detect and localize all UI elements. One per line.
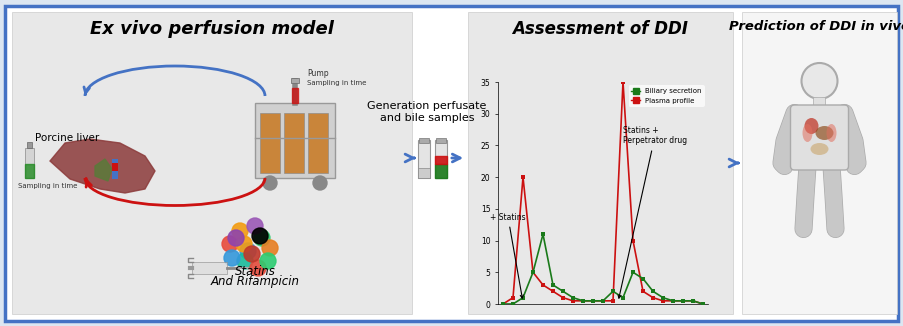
Text: Assessment of DDI: Assessment of DDI [512, 20, 688, 38]
FancyBboxPatch shape [12, 12, 412, 314]
Circle shape [232, 223, 247, 239]
Polygon shape [292, 88, 298, 103]
Text: Sampling in time: Sampling in time [307, 80, 366, 86]
Bar [813, 97, 824, 109]
Text: Statins: Statins [234, 265, 275, 278]
Circle shape [801, 63, 836, 99]
Circle shape [239, 243, 256, 259]
Polygon shape [434, 164, 446, 178]
Circle shape [263, 176, 276, 190]
FancyBboxPatch shape [741, 12, 896, 314]
Circle shape [237, 253, 253, 269]
Legend: Biliary secretion, Plasma profile: Biliary secretion, Plasma profile [628, 85, 703, 107]
Bar [291, 78, 299, 83]
Circle shape [312, 176, 327, 190]
Circle shape [222, 236, 237, 252]
FancyBboxPatch shape [468, 12, 732, 314]
Circle shape [254, 230, 270, 246]
Polygon shape [25, 164, 34, 178]
FancyBboxPatch shape [5, 6, 897, 321]
Bar [417, 168, 430, 178]
Bar [435, 138, 445, 143]
Polygon shape [95, 159, 112, 181]
Text: And Rifampicin: And Rifampicin [210, 275, 299, 288]
Text: Prediction of DDI in vivo: Prediction of DDI in vivo [728, 20, 903, 33]
Bar [434, 140, 446, 178]
Bar [191, 262, 227, 274]
Text: and bile samples: and bile samples [379, 113, 474, 123]
FancyBboxPatch shape [789, 105, 848, 170]
Bar [418, 138, 429, 143]
Circle shape [260, 253, 275, 269]
Circle shape [247, 218, 263, 234]
Ellipse shape [802, 124, 812, 142]
Polygon shape [434, 156, 446, 164]
Circle shape [252, 228, 267, 244]
Ellipse shape [825, 124, 835, 142]
Text: + Statins: + Statins [489, 213, 526, 298]
Circle shape [262, 240, 278, 256]
Circle shape [250, 260, 265, 276]
Ellipse shape [804, 118, 817, 134]
Text: Porcine liver: Porcine liver [35, 133, 99, 143]
Bar [417, 140, 430, 178]
Ellipse shape [810, 143, 827, 155]
Bar [284, 113, 303, 173]
Circle shape [236, 236, 252, 252]
Circle shape [224, 250, 239, 266]
Bar [112, 159, 118, 179]
Ellipse shape [815, 126, 833, 140]
Bar [112, 163, 118, 171]
Bar [25, 148, 34, 178]
Circle shape [244, 246, 260, 262]
Text: Pump: Pump [307, 69, 329, 79]
Bar [308, 113, 328, 173]
Bar [260, 113, 280, 173]
Bar [27, 142, 32, 148]
Text: Sampling in time: Sampling in time [18, 183, 78, 189]
Polygon shape [50, 139, 154, 193]
Text: Statins +
Perpetrator drug: Statins + Perpetrator drug [618, 126, 686, 298]
Circle shape [228, 230, 244, 246]
Bar [255, 103, 335, 178]
Text: Generation perfusate: Generation perfusate [367, 101, 486, 111]
Text: Ex vivo perfusion model: Ex vivo perfusion model [90, 20, 333, 38]
